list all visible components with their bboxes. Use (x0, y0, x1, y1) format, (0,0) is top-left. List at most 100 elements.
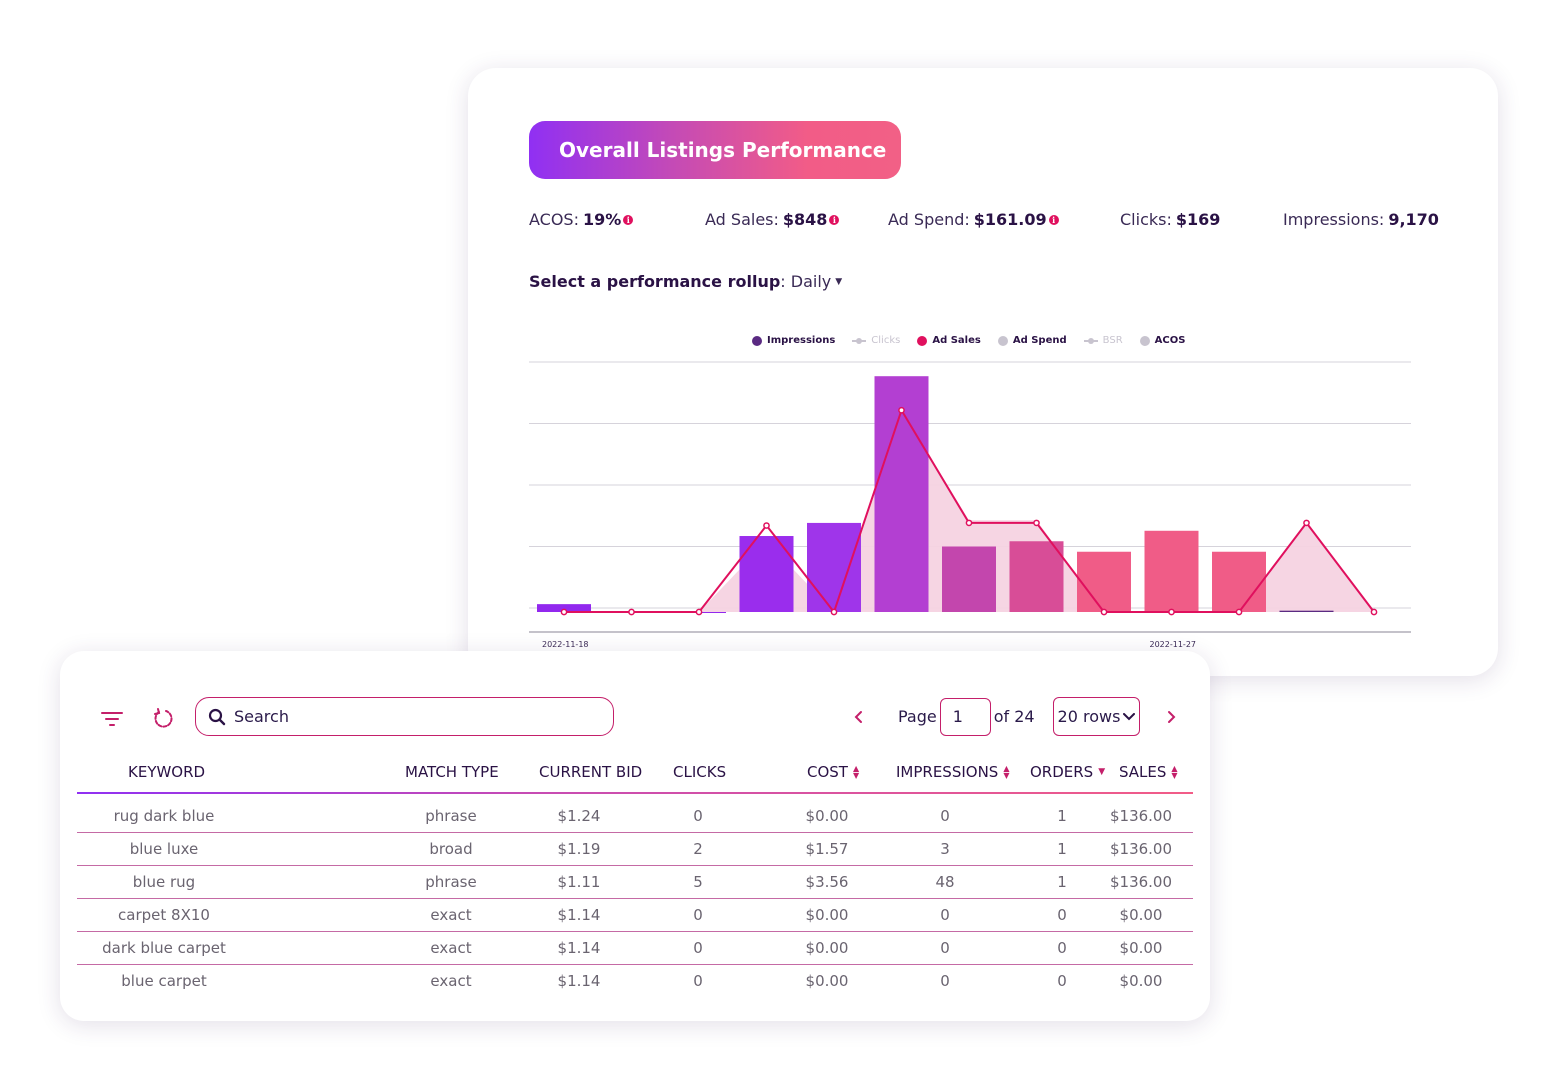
cell-keyword: blue luxe (129, 840, 199, 858)
cell-clicks: 0 (693, 906, 703, 924)
cell-sales: $136.00 (1109, 840, 1173, 858)
cell-orders: 1 (1057, 840, 1067, 858)
bar-impressions (1279, 610, 1334, 612)
cell-impressions: 0 (940, 807, 950, 825)
info-icon[interactable]: i (623, 214, 634, 225)
point-ad-sales (1235, 608, 1243, 616)
sort-icon[interactable]: ▲ ▼ (852, 764, 860, 780)
performance-title: Overall Listings Performance (529, 121, 901, 179)
cell-sales: $136.00 (1109, 807, 1173, 825)
cell-impressions: 48 (935, 873, 955, 891)
rows-per-page-select[interactable]: 20 rows (1053, 697, 1140, 736)
point-ad-sales (1303, 519, 1310, 527)
point-ad-sales (1033, 519, 1040, 527)
rollup-value[interactable]: Daily (790, 272, 832, 291)
sort-desc-icon[interactable]: ▼ (1098, 766, 1106, 777)
cell-orders: 0 (1057, 972, 1067, 990)
search-box[interactable] (195, 697, 614, 736)
cell-clicks: 5 (693, 873, 703, 891)
legend-ad-spend[interactable]: Ad Spend (997, 335, 1067, 346)
cell-match-type: exact (430, 906, 472, 924)
cell-orders: 1 (1057, 807, 1067, 825)
cell-impressions: 3 (940, 840, 950, 858)
point-ad-sales (628, 608, 635, 616)
cell-match-type: exact (430, 939, 472, 957)
point-ad-sales (1100, 608, 1108, 616)
sort-icon[interactable]: ▲ ▼ (1003, 764, 1010, 780)
legend-clicks[interactable]: Clicks (852, 335, 900, 346)
stat-clicks: Clicks: $169 (1120, 210, 1221, 229)
table-row[interactable]: dark blue carpet exact $1.14 0 $0.00 0 0 $0.00 (77, 932, 1193, 965)
dot-icon (917, 335, 928, 346)
x-tick-label: 2022-11-18 (542, 640, 589, 649)
legend-ad-sales[interactable]: Ad Sales (917, 335, 981, 346)
search-icon (208, 708, 226, 725)
cell-sales: $0.00 (1119, 972, 1163, 990)
keywords-table-card: Page of 24 20 rows KEYWORD MATCH TYPE CU… (60, 651, 1210, 1021)
info-icon[interactable]: i (829, 214, 840, 225)
dot-icon (752, 335, 762, 346)
column-header-match-type[interactable]: MATCH TYPE (405, 763, 499, 781)
stat-ad-spend: Ad Spend: $161.09 i (888, 210, 1059, 229)
performance-chart (529, 361, 1411, 633)
cell-current-bid: $1.14 (557, 906, 601, 924)
caret-down-icon[interactable]: ▼ (835, 276, 843, 287)
column-header-clicks[interactable]: CLICKS (673, 763, 727, 781)
table-row[interactable]: blue rug phrase $1.11 5 $3.56 48 1 $136.00 (77, 866, 1193, 899)
cell-impressions: 0 (940, 906, 950, 924)
rollup-selector[interactable]: Select a performance rollup : Daily ▼ (529, 272, 843, 291)
x-tick-label: 2022-11-27 (1149, 640, 1197, 649)
bar-impressions (1009, 541, 1064, 612)
search-input[interactable] (234, 707, 594, 726)
table-row[interactable]: blue carpet exact $1.14 0 $0.00 0 0 $0.00 (77, 965, 1193, 998)
page-total: of 24 (993, 707, 1035, 726)
legend-impressions[interactable]: Impressions (752, 335, 835, 346)
chevron-right-icon[interactable] (1164, 707, 1178, 727)
info-icon[interactable]: i (1048, 214, 1059, 225)
cell-keyword: carpet 8X10 (118, 906, 210, 924)
column-header-orders[interactable]: ORDERS ▼ (1030, 763, 1106, 781)
cell-cost: $3.56 (805, 873, 849, 891)
legend-bsr[interactable]: BSR (1083, 335, 1123, 346)
cell-match-type: phrase (425, 807, 477, 825)
chevron-down-icon (1123, 712, 1136, 720)
cell-current-bid: $1.14 (557, 972, 601, 990)
sort-icon[interactable]: ▲ ▼ (1171, 764, 1178, 780)
column-header-impressions[interactable]: IMPRESSIONS ▲ ▼ (896, 763, 1010, 781)
filter-icon[interactable] (100, 707, 124, 731)
cell-sales: $136.00 (1109, 873, 1173, 891)
stat-ad-sales: Ad Sales: $848 i (705, 210, 840, 229)
cell-clicks: 2 (693, 840, 703, 858)
reset-icon[interactable] (152, 707, 176, 731)
cell-cost: $0.00 (805, 972, 849, 990)
cell-clicks: 0 (693, 972, 703, 990)
bar-impressions (537, 604, 591, 612)
cell-match-type: broad (429, 840, 473, 858)
cell-cost: $1.57 (805, 840, 849, 858)
cell-current-bid: $1.14 (557, 939, 601, 957)
performance-card: Overall Listings Performance ACOS: 19% i… (468, 68, 1498, 676)
table-row[interactable]: carpet 8X10 exact $1.14 0 $0.00 0 0 $0.00 (77, 899, 1193, 932)
chevron-left-icon[interactable] (852, 707, 866, 727)
table-row[interactable]: rug dark blue phrase $1.24 0 $0.00 0 1 $136.00 (77, 800, 1193, 833)
column-header-keyword[interactable]: KEYWORD (128, 763, 206, 781)
bar-impressions (942, 546, 996, 612)
point-ad-sales (830, 608, 838, 616)
page-number-input[interactable] (939, 697, 991, 736)
bar-impressions (1212, 551, 1266, 612)
cell-clicks: 0 (693, 807, 703, 825)
pagination: Page of 24 (898, 697, 1035, 736)
cell-match-type: exact (430, 972, 472, 990)
cell-current-bid: $1.19 (557, 840, 601, 858)
cell-current-bid: $1.11 (557, 873, 601, 891)
point-ad-sales (965, 519, 973, 527)
table-row[interactable]: blue luxe broad $1.19 2 $1.57 3 1 $136.00 (77, 833, 1193, 866)
header-divider (77, 792, 1193, 794)
line-marker-icon (852, 337, 867, 344)
column-header-cost[interactable]: COST ▲ ▼ (807, 763, 860, 781)
cell-keyword: rug dark blue (113, 807, 215, 825)
cell-current-bid: $1.24 (557, 807, 601, 825)
column-header-sales[interactable]: SALES ▲ ▼ (1119, 763, 1178, 781)
legend-acos[interactable]: ACOS (1139, 335, 1185, 346)
column-header-current-bid[interactable]: CURRENT BID (539, 763, 643, 781)
